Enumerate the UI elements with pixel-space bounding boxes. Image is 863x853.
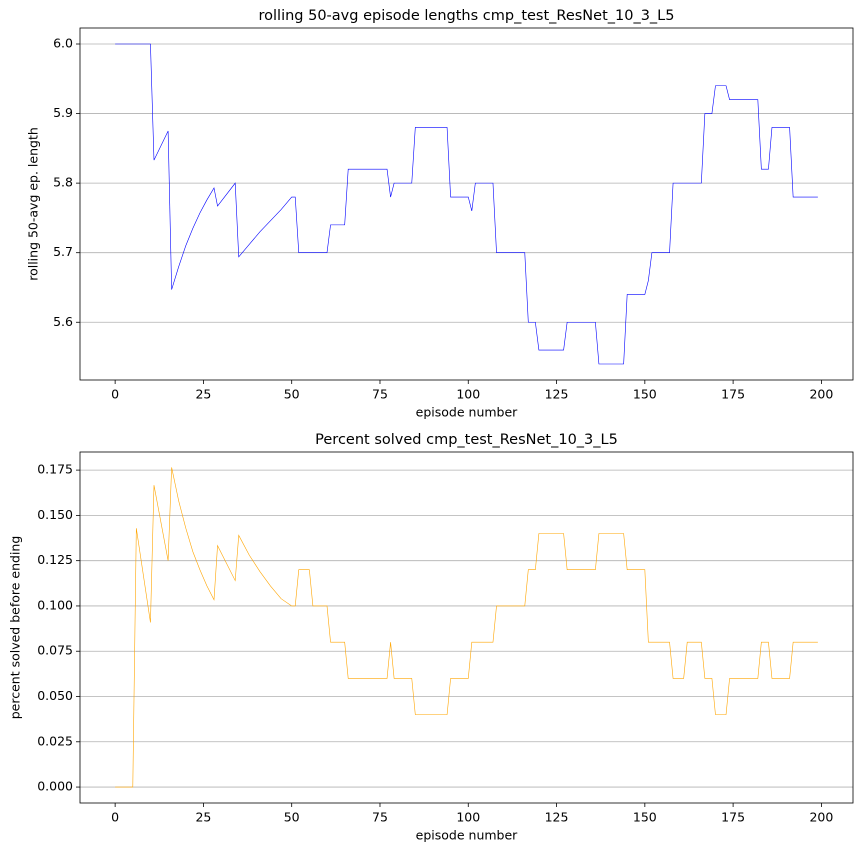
x-tick-label: 25 — [195, 387, 211, 402]
y-tick-label: 0.150 — [37, 507, 73, 522]
y-tick-label: 0.075 — [37, 643, 73, 658]
x-tick-label: 50 — [284, 387, 300, 402]
chart-title: Percent solved cmp_test_ResNet_10_3_L5 — [315, 432, 618, 448]
data-line — [115, 43, 818, 365]
y-tick-label: 6.0 — [53, 36, 73, 51]
y-tick-label: 5.8 — [53, 175, 73, 190]
x-tick-label: 100 — [456, 387, 480, 402]
x-tick-label: 175 — [721, 810, 745, 825]
x-tick-label: 125 — [545, 387, 569, 402]
y-tick-label: 0.050 — [37, 688, 73, 703]
x-tick-label: 0 — [111, 387, 119, 402]
x-tick-label: 50 — [284, 810, 300, 825]
x-tick-label: 0 — [111, 810, 119, 825]
y-tick-label: 0.025 — [37, 733, 73, 748]
plot-frame — [79, 451, 854, 804]
x-tick-label: 75 — [372, 387, 388, 402]
chart-title: rolling 50-avg episode lengths cmp_test_… — [259, 8, 675, 24]
plot-frame — [79, 27, 854, 381]
y-tick-label: 5.7 — [53, 244, 73, 259]
x-tick-label: 25 — [195, 810, 211, 825]
x-tick-label: 125 — [545, 810, 569, 825]
x-axis-label: episode number — [416, 405, 519, 420]
y-tick-label: 0.175 — [37, 462, 73, 477]
x-tick-label: 200 — [809, 387, 833, 402]
x-tick-label: 200 — [809, 810, 833, 825]
x-tick-label: 150 — [633, 810, 657, 825]
y-tick-label: 0.125 — [37, 552, 73, 567]
x-tick-label: 75 — [372, 810, 388, 825]
x-axis-label: episode number — [416, 828, 519, 843]
y-tick-label: 0.000 — [37, 779, 73, 794]
x-tick-label: 100 — [456, 810, 480, 825]
y-tick-label: 5.9 — [53, 105, 73, 120]
y-tick-label: 0.100 — [37, 597, 73, 612]
data-line — [115, 467, 818, 788]
y-axis-label: rolling 50-avg ep. length — [26, 127, 41, 281]
y-axis-label: percent solved before ending — [8, 536, 23, 720]
x-tick-label: 150 — [633, 387, 657, 402]
x-tick-label: 175 — [721, 387, 745, 402]
y-tick-label: 5.6 — [53, 314, 73, 329]
